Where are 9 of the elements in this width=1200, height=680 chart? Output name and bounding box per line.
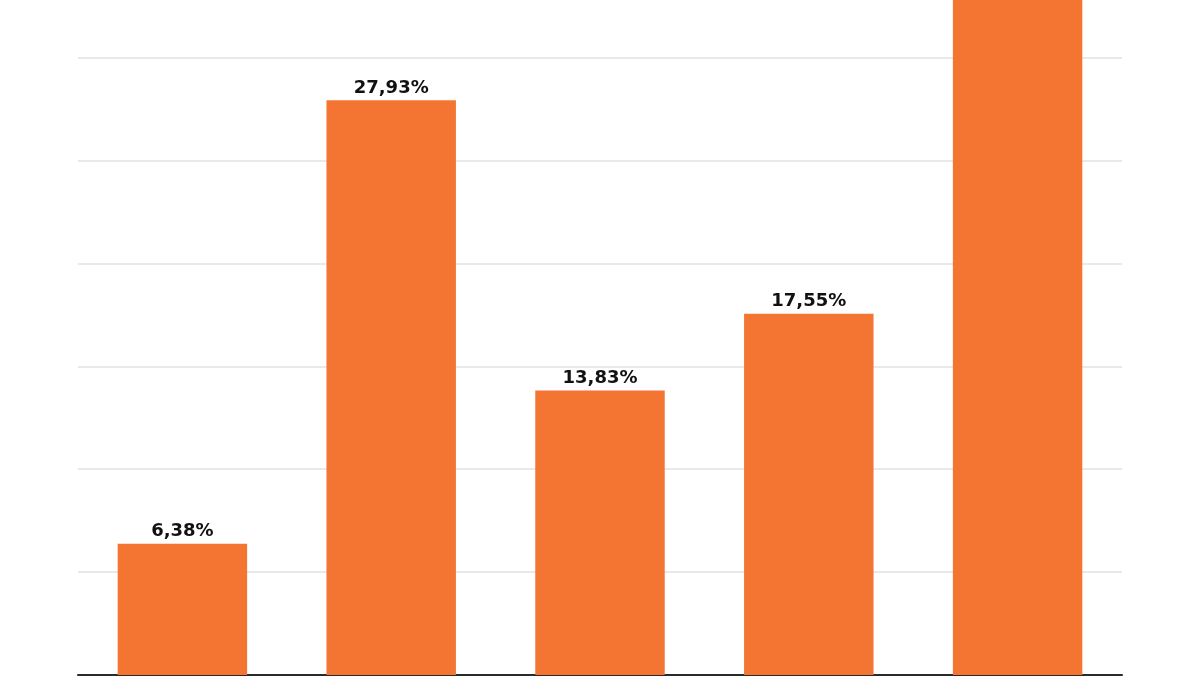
data-label: 17,55% [771, 289, 847, 311]
bar [535, 390, 665, 675]
data-label: 27,93% [353, 75, 429, 97]
data-label: 6,38% [151, 519, 214, 541]
bar [326, 100, 456, 675]
bar [744, 313, 874, 675]
data-label: 13,83% [562, 365, 638, 387]
bar [117, 543, 248, 675]
bar [952, 0, 1083, 675]
